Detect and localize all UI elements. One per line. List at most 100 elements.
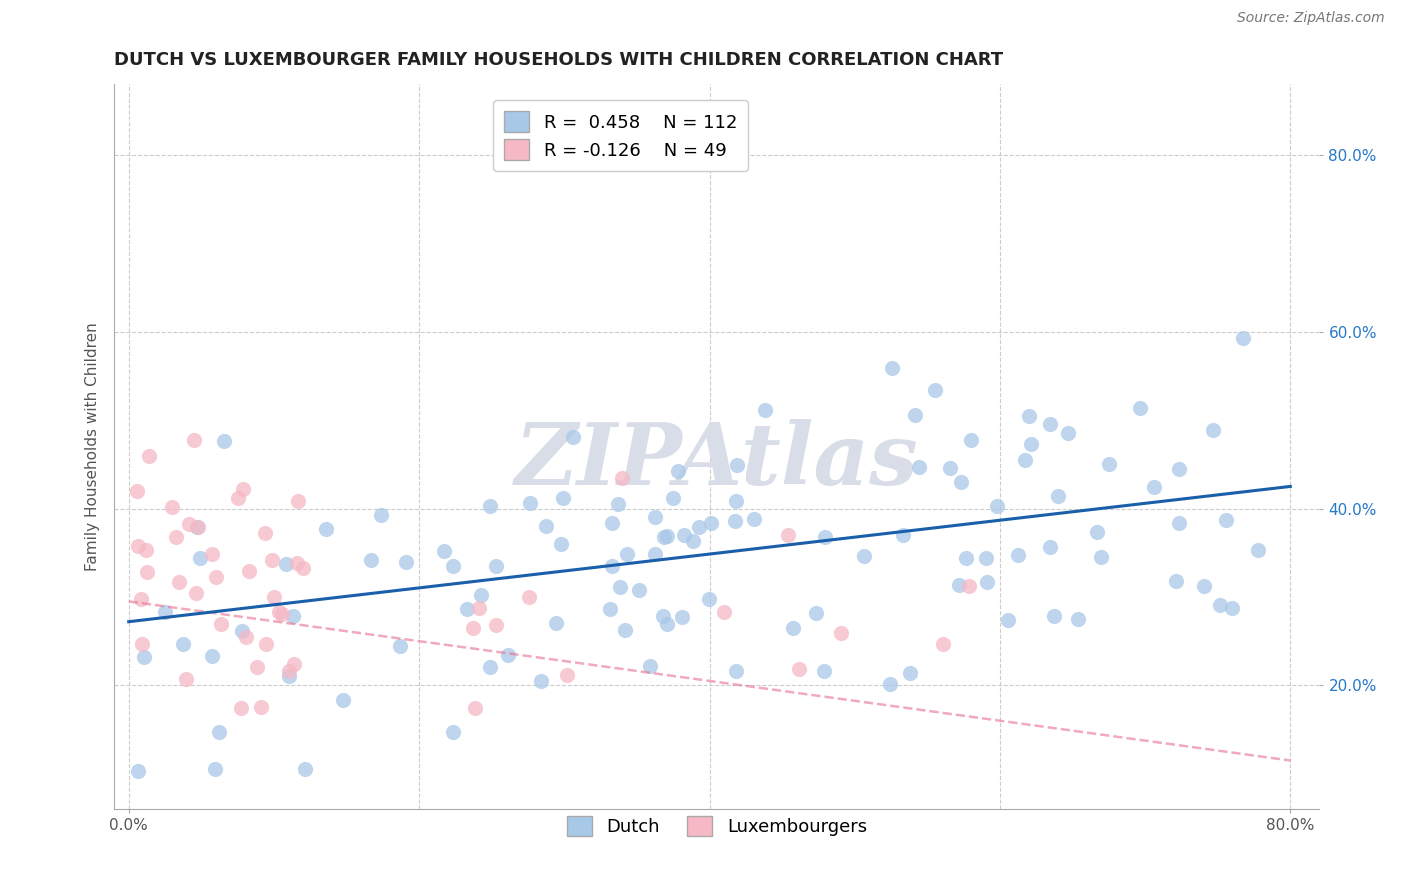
Point bbox=[557, 668, 579, 682]
Point bbox=[207, 725, 229, 739]
Point bbox=[188, 550, 211, 565]
Point bbox=[287, 493, 309, 508]
Point bbox=[932, 637, 955, 651]
Point bbox=[184, 586, 207, 600]
Point bbox=[938, 460, 960, 475]
Point bbox=[468, 601, 491, 615]
Point bbox=[1164, 574, 1187, 588]
Point bbox=[666, 464, 689, 478]
Point bbox=[389, 639, 412, 653]
Point bbox=[562, 430, 585, 444]
Point bbox=[614, 623, 637, 637]
Point bbox=[544, 615, 567, 630]
Point bbox=[254, 637, 277, 651]
Point bbox=[249, 700, 271, 714]
Point bbox=[479, 499, 502, 513]
Point bbox=[1202, 423, 1225, 437]
Point bbox=[263, 591, 285, 605]
Point bbox=[360, 553, 382, 567]
Point bbox=[1007, 548, 1029, 562]
Point bbox=[260, 552, 283, 566]
Point bbox=[1232, 331, 1254, 345]
Point bbox=[651, 609, 673, 624]
Point bbox=[127, 764, 149, 778]
Point bbox=[986, 499, 1008, 513]
Point bbox=[1018, 409, 1040, 424]
Point bbox=[270, 607, 292, 621]
Point bbox=[725, 493, 748, 508]
Point bbox=[1067, 612, 1090, 626]
Point bbox=[470, 588, 492, 602]
Point bbox=[134, 650, 156, 665]
Point bbox=[135, 566, 157, 580]
Point bbox=[957, 579, 980, 593]
Point bbox=[776, 528, 799, 542]
Point bbox=[395, 555, 418, 569]
Point bbox=[904, 408, 927, 422]
Point bbox=[671, 609, 693, 624]
Point bbox=[232, 483, 254, 497]
Point bbox=[955, 550, 977, 565]
Point bbox=[1090, 550, 1112, 565]
Point bbox=[127, 483, 149, 498]
Point bbox=[135, 542, 157, 557]
Point bbox=[742, 512, 765, 526]
Point bbox=[441, 559, 464, 574]
Point bbox=[441, 725, 464, 739]
Point bbox=[281, 609, 304, 624]
Point bbox=[463, 621, 485, 635]
Point bbox=[238, 564, 260, 578]
Point bbox=[231, 701, 253, 715]
Point bbox=[1143, 479, 1166, 493]
Point bbox=[1209, 598, 1232, 612]
Point bbox=[138, 450, 160, 464]
Point bbox=[1247, 543, 1270, 558]
Point bbox=[627, 583, 650, 598]
Point bbox=[754, 402, 776, 417]
Point bbox=[1129, 401, 1152, 415]
Point bbox=[277, 669, 299, 683]
Point bbox=[1167, 516, 1189, 530]
Point bbox=[1215, 513, 1237, 527]
Point bbox=[129, 592, 152, 607]
Point bbox=[1019, 436, 1042, 450]
Point bbox=[997, 614, 1019, 628]
Point bbox=[960, 433, 983, 447]
Point bbox=[638, 659, 661, 673]
Point bbox=[813, 665, 835, 679]
Point bbox=[644, 548, 666, 562]
Point bbox=[456, 602, 478, 616]
Point bbox=[209, 617, 232, 632]
Point bbox=[332, 693, 354, 707]
Point bbox=[974, 551, 997, 566]
Point bbox=[789, 662, 811, 676]
Point bbox=[1014, 453, 1036, 467]
Point bbox=[1043, 609, 1066, 624]
Point bbox=[724, 514, 747, 528]
Point bbox=[644, 510, 666, 524]
Point bbox=[879, 677, 901, 691]
Point bbox=[600, 516, 623, 530]
Point bbox=[534, 518, 557, 533]
Point bbox=[291, 560, 314, 574]
Point bbox=[370, 508, 392, 522]
Point bbox=[609, 581, 631, 595]
Text: ZIPAtlas: ZIPAtlas bbox=[515, 419, 918, 503]
Point bbox=[294, 762, 316, 776]
Point bbox=[688, 520, 710, 534]
Point bbox=[433, 544, 456, 558]
Point bbox=[830, 626, 852, 640]
Point bbox=[893, 527, 915, 541]
Point bbox=[898, 666, 921, 681]
Point bbox=[517, 591, 540, 605]
Point bbox=[607, 497, 630, 511]
Point bbox=[205, 570, 228, 584]
Point bbox=[852, 549, 875, 563]
Text: DUTCH VS LUXEMBOURGER FAMILY HOUSEHOLDS WITH CHILDREN CORRELATION CHART: DUTCH VS LUXEMBOURGER FAMILY HOUSEHOLDS … bbox=[114, 51, 1004, 69]
Point bbox=[231, 624, 253, 638]
Point bbox=[612, 471, 634, 485]
Point bbox=[165, 530, 187, 544]
Point bbox=[485, 558, 508, 573]
Point bbox=[172, 637, 194, 651]
Point bbox=[235, 630, 257, 644]
